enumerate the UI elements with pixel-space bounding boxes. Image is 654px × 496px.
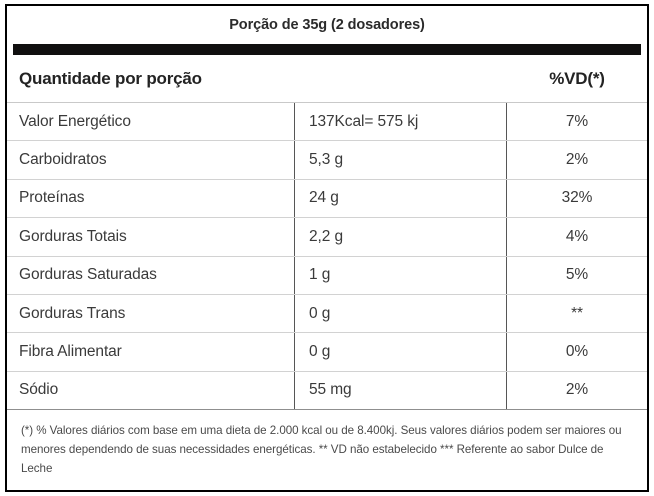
nutrient-name: Sódio [7,371,295,410]
footnote-section: (*) % Valores diários com base em uma di… [7,410,647,490]
nutrient-daily-value: 5% [565,266,589,284]
nutrient-amount: 0 g [295,294,507,333]
column-header-dv-label: %VD(*) [549,68,605,88]
column-header-row: Quantidade por porção %VD(*) [7,55,647,103]
nutrient-daily-value: 0% [565,343,589,361]
table-row: Gorduras Totais 2,2 g 4% [7,218,647,257]
nutrition-facts-table: Porção de 35g (2 dosadores) Quantidade p… [5,4,649,492]
nutrient-rows: Valor Energético 137Kcal= 575 kj 7% Carboid… [7,103,647,411]
nutrient-amount: 0 g [295,333,507,371]
nutrient-name: Gorduras Saturadas [7,256,295,294]
table-row: Valor Energético 137Kcal= 575 kj 7% [7,103,647,142]
nutrient-amount: 137Kcal= 575 kj [295,103,507,141]
footnote-text: (*) % Valores diários com base em uma di… [21,424,622,475]
serving-size-row: Porção de 35g (2 dosadores) [7,6,647,44]
table-row: Gorduras Trans 0 g ** [7,294,647,334]
nutrient-name: Carboidratos [7,141,295,179]
nutrient-amount: 55 mg [295,371,507,410]
nutrient-amount: 5,3 g [295,141,507,179]
serving-size-text: Porção de 35g (2 dosadores) [229,17,425,33]
nutrient-amount: 24 g [295,179,507,218]
nutrient-name: Fibra Alimentar [7,333,295,371]
nutrient-daily-value: 7% [565,112,589,130]
nutrient-name: Proteínas [7,179,295,218]
nutrient-daily-value: 4% [565,227,589,245]
nutrient-daily-value: 2% [565,151,589,169]
nutrient-name: Gorduras Totais [7,218,295,256]
nutrient-daily-value: 32% [561,189,593,207]
table-row: Fibra Alimentar 0 g 0% [7,333,647,372]
table-row: Gorduras Saturadas 1 g 5% [7,256,647,295]
column-header-amount-label: Quantidade por porção [19,68,202,88]
nutrient-name: Valor Energético [7,103,295,141]
table-row: Carboidratos 5,3 g 2% [7,141,647,180]
table-row: Sódio 55 mg 2% [7,371,647,411]
nutrient-amount: 2,2 g [295,218,507,256]
header-divider-bar [13,44,641,55]
nutrient-daily-value: ** [571,304,583,322]
nutrient-name: Gorduras Trans [7,294,295,333]
nutrient-amount: 1 g [295,256,507,294]
table-row: Proteínas 24 g 32% [7,179,647,219]
nutrient-daily-value: 2% [565,381,589,399]
